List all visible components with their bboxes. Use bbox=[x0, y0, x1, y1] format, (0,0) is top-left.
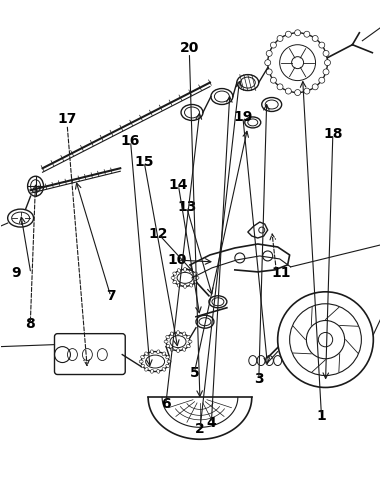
Ellipse shape bbox=[184, 284, 187, 288]
Text: 11: 11 bbox=[272, 266, 291, 280]
Text: 14: 14 bbox=[169, 178, 188, 192]
Ellipse shape bbox=[189, 283, 193, 287]
Ellipse shape bbox=[187, 336, 190, 339]
Circle shape bbox=[277, 36, 283, 41]
Ellipse shape bbox=[188, 340, 192, 343]
Circle shape bbox=[271, 77, 276, 83]
Circle shape bbox=[304, 88, 310, 94]
Text: 2: 2 bbox=[195, 422, 205, 436]
Ellipse shape bbox=[145, 352, 148, 356]
Ellipse shape bbox=[162, 368, 165, 371]
Text: 9: 9 bbox=[11, 266, 21, 280]
Ellipse shape bbox=[176, 348, 179, 353]
Ellipse shape bbox=[150, 350, 154, 354]
Circle shape bbox=[312, 84, 318, 90]
Circle shape bbox=[266, 69, 272, 75]
Ellipse shape bbox=[166, 364, 170, 368]
Text: 3: 3 bbox=[254, 372, 264, 386]
Text: 1: 1 bbox=[317, 409, 327, 423]
Ellipse shape bbox=[187, 345, 190, 348]
Ellipse shape bbox=[194, 272, 197, 275]
Circle shape bbox=[277, 84, 283, 90]
Ellipse shape bbox=[139, 360, 143, 363]
Ellipse shape bbox=[162, 352, 165, 356]
Ellipse shape bbox=[166, 345, 170, 348]
Text: 12: 12 bbox=[149, 227, 168, 241]
Text: 18: 18 bbox=[323, 127, 343, 141]
Ellipse shape bbox=[150, 369, 154, 373]
Ellipse shape bbox=[157, 350, 160, 354]
Ellipse shape bbox=[170, 348, 174, 351]
Ellipse shape bbox=[195, 276, 199, 279]
Ellipse shape bbox=[189, 269, 193, 273]
Ellipse shape bbox=[166, 336, 170, 339]
Circle shape bbox=[271, 42, 276, 48]
Ellipse shape bbox=[184, 267, 187, 271]
Text: 10: 10 bbox=[168, 253, 187, 267]
Circle shape bbox=[295, 30, 301, 36]
Circle shape bbox=[312, 36, 318, 41]
Text: 19: 19 bbox=[233, 110, 253, 124]
Circle shape bbox=[323, 69, 329, 75]
Circle shape bbox=[325, 60, 330, 66]
Circle shape bbox=[319, 42, 325, 48]
Ellipse shape bbox=[173, 280, 176, 284]
Text: 16: 16 bbox=[121, 134, 140, 148]
Circle shape bbox=[266, 50, 272, 57]
Circle shape bbox=[304, 31, 310, 37]
Text: 8: 8 bbox=[26, 317, 35, 331]
Ellipse shape bbox=[145, 368, 148, 371]
Text: 6: 6 bbox=[161, 397, 171, 411]
Ellipse shape bbox=[176, 331, 179, 335]
Polygon shape bbox=[248, 222, 268, 238]
Ellipse shape bbox=[166, 356, 170, 359]
Text: 5: 5 bbox=[189, 366, 199, 380]
Ellipse shape bbox=[178, 283, 181, 287]
Circle shape bbox=[295, 90, 301, 96]
Ellipse shape bbox=[167, 360, 171, 363]
Ellipse shape bbox=[182, 332, 186, 336]
Text: 7: 7 bbox=[106, 289, 115, 303]
Ellipse shape bbox=[157, 369, 160, 373]
Circle shape bbox=[285, 31, 291, 37]
Ellipse shape bbox=[173, 272, 176, 275]
Text: 15: 15 bbox=[134, 155, 154, 169]
Text: 4: 4 bbox=[207, 416, 216, 430]
Circle shape bbox=[265, 60, 271, 66]
Ellipse shape bbox=[171, 276, 175, 279]
Circle shape bbox=[319, 77, 325, 83]
Ellipse shape bbox=[194, 280, 197, 284]
Text: 20: 20 bbox=[180, 41, 199, 55]
Ellipse shape bbox=[164, 340, 168, 343]
Circle shape bbox=[323, 50, 329, 57]
Ellipse shape bbox=[178, 269, 181, 273]
Text: 13: 13 bbox=[177, 201, 196, 215]
Ellipse shape bbox=[182, 348, 186, 351]
Text: 17: 17 bbox=[58, 112, 77, 127]
Ellipse shape bbox=[141, 364, 144, 368]
Circle shape bbox=[285, 88, 291, 94]
Ellipse shape bbox=[170, 332, 174, 336]
Ellipse shape bbox=[141, 356, 144, 359]
